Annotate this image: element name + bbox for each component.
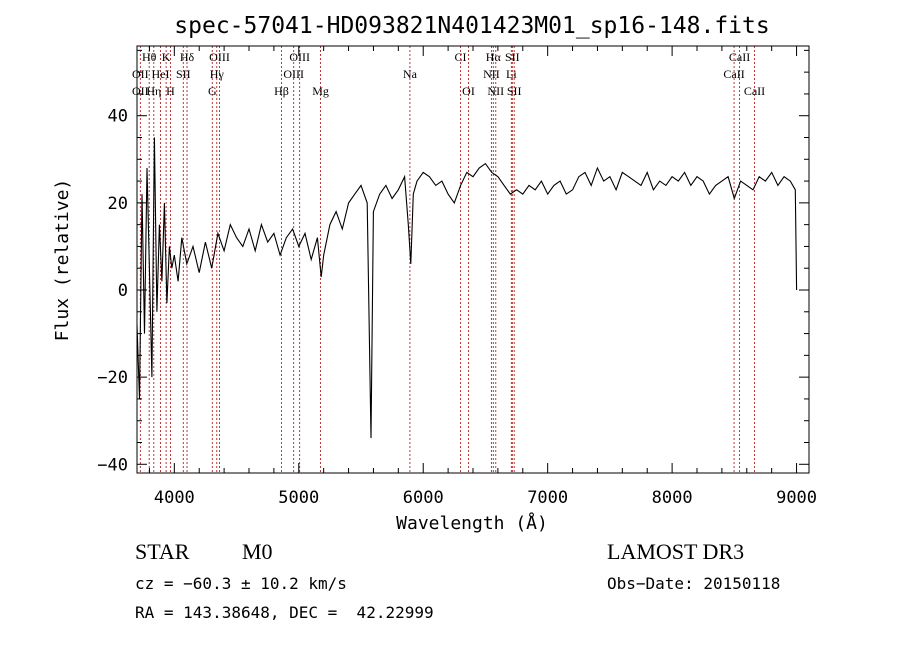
- line-label-hδ: Hδ: [180, 50, 195, 64]
- y-axis-ticks: −40 −20 0 20 40: [97, 49, 809, 475]
- line-label-hei: HeI: [152, 67, 170, 81]
- line-label-h: H: [166, 84, 175, 98]
- plot-frame: [136, 45, 810, 474]
- x-tick-label: 5000: [278, 488, 319, 508]
- survey-name: LAMOST DR3: [607, 539, 745, 564]
- x-tick-label: 4000: [154, 488, 195, 508]
- line-label-sii: SII: [505, 50, 520, 64]
- y-tick-label: 20: [108, 194, 128, 214]
- x-axis-ticks: 4000 5000 6000 7000 8000 9000: [148, 46, 817, 508]
- y-tick-label: −40: [97, 455, 128, 475]
- line-label-sii: SII: [176, 67, 191, 81]
- y-tick-label: −20: [97, 368, 128, 388]
- line-label-oiii: OIII: [283, 67, 304, 81]
- line-label-hβ: Hβ: [274, 84, 289, 98]
- object-class: STAR: [135, 539, 190, 564]
- redshift-value: cz = −60.3 ± 10.2 km/s: [135, 574, 347, 593]
- line-label-hα: Hα: [486, 50, 502, 64]
- line-label-nii: NII: [487, 84, 504, 98]
- x-tick-label: 7000: [527, 488, 568, 508]
- line-label-hη: Hη: [146, 84, 161, 98]
- line-label-caii: CaII: [729, 50, 750, 64]
- spectral-line-markers: [139, 46, 755, 473]
- line-label-oii: OII: [132, 67, 149, 81]
- line-label-nii: NII: [483, 67, 500, 81]
- coordinates: RA = 143.38648, DEC = 42.22999: [135, 603, 434, 622]
- line-label-k: K: [162, 50, 171, 64]
- spectrum-line: [136, 137, 798, 439]
- line-label-oii: OII: [132, 84, 149, 98]
- line-label-ci: CI: [455, 50, 467, 64]
- line-label-hθ: Hθ: [142, 50, 157, 64]
- line-label-oiii: OIII: [289, 50, 310, 64]
- line-label-oiii: OIII: [209, 50, 230, 64]
- line-label-mg: Mg: [312, 84, 329, 98]
- observation-date: Obs−Date: 20150118: [607, 574, 781, 593]
- line-label-na: Na: [403, 67, 418, 81]
- x-axis-label: Wavelength (Å): [396, 512, 548, 534]
- line-label-li: Li: [506, 67, 517, 81]
- y-tick-label: 0: [118, 281, 128, 301]
- line-label-caii: CaII: [744, 84, 765, 98]
- line-label-hγ: Hγ: [210, 67, 225, 81]
- line-label-oi: OI: [462, 84, 475, 98]
- line-label-sii: SII: [507, 84, 522, 98]
- y-axis-label: Flux (relative): [52, 179, 73, 342]
- object-subclass: M0: [242, 539, 273, 564]
- y-tick-label: 40: [108, 107, 128, 127]
- x-tick-label: 8000: [652, 488, 693, 508]
- line-label-caii: CaII: [723, 67, 744, 81]
- x-tick-label: 6000: [403, 488, 444, 508]
- line-label-g: G: [208, 84, 217, 98]
- x-tick-label: 9000: [776, 488, 817, 508]
- chart-title: spec-57041-HD093821N401423M01_sp16-148.f…: [174, 13, 769, 39]
